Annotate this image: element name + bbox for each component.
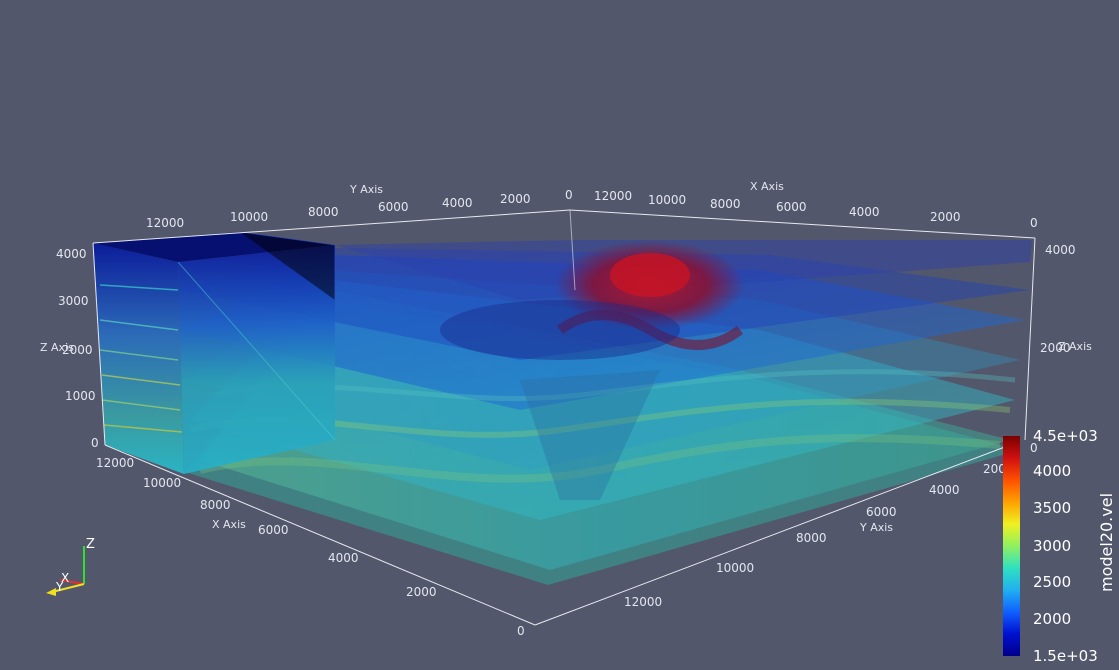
y-bottom-tick: 12000 [624, 595, 662, 609]
orientation-x-label: X [61, 571, 69, 585]
x-bottom-tick: 0 [517, 624, 525, 638]
color-legend[interactable]: 4.5e+03 4000 3500 3000 2500 2000 1.5e+03… [1003, 427, 1116, 665]
y-top-tick: 2000 [500, 192, 531, 206]
color-legend-max: 4.5e+03 [1033, 427, 1098, 445]
y-top-tick: 12000 [146, 216, 184, 230]
z-axis-left-title: Z Axis [40, 341, 74, 354]
x-axis-bottom: X Axis 12000 10000 8000 6000 4000 2000 0 [96, 456, 525, 638]
y-axis-bottom-title: Y Axis [859, 521, 893, 534]
color-legend-bar [1003, 436, 1020, 656]
x-top-tick: 0 [1030, 216, 1038, 230]
axes-frame [92, 209, 1036, 626]
z-left-tick: 0 [91, 436, 99, 450]
x-top-tick: 2000 [930, 210, 961, 224]
y-top-tick: 0 [565, 188, 573, 202]
y-top-tick: 4000 [442, 196, 473, 210]
color-legend-tick: 3500 [1033, 499, 1071, 517]
color-legend-tick: 4000 [1033, 462, 1071, 480]
x-axis-top-title: X Axis [750, 180, 784, 193]
x-bottom-tick: 4000 [328, 551, 359, 565]
x-top-tick: 12000 [594, 189, 632, 203]
y-bottom-tick: 8000 [796, 531, 827, 545]
x-bottom-tick: 2000 [406, 585, 437, 599]
x-top-tick: 10000 [648, 193, 686, 207]
x-axis-top: X Axis 12000 10000 8000 6000 4000 2000 0 [594, 180, 1038, 230]
z-axis-left: Z Axis 4000 3000 2000 1000 0 [40, 247, 99, 450]
color-legend-min: 1.5e+03 [1033, 647, 1098, 665]
x-bottom-tick: 10000 [143, 476, 181, 490]
z-left-tick: 1000 [65, 389, 96, 403]
color-legend-title: model20.vel [1097, 493, 1116, 592]
x-bottom-tick: 8000 [200, 498, 231, 512]
color-legend-tick: 2000 [1033, 610, 1071, 628]
x-top-tick: 6000 [776, 200, 807, 214]
z-axis-right-title: Z Axis [1058, 340, 1092, 353]
y-bottom-tick: 10000 [716, 561, 754, 575]
z-axis-right: 4000 2000 Z Axis 0 [1030, 243, 1092, 455]
x-axis-bottom-title: X Axis [212, 518, 246, 531]
x-top-tick: 8000 [710, 197, 741, 211]
z-right-tick: 4000 [1045, 243, 1076, 257]
velocity-model-volume[interactable] [93, 231, 1032, 585]
z-left-tick: 4000 [56, 247, 87, 261]
y-axis-top: Y Axis 12000 10000 8000 6000 4000 2000 0 [146, 183, 573, 230]
x-top-tick: 4000 [849, 205, 880, 219]
z-left-tick: 3000 [58, 294, 89, 308]
color-legend-tick: 2500 [1033, 573, 1071, 591]
orientation-y-label: Y [55, 580, 64, 594]
z-right-tick: 0 [1030, 441, 1038, 455]
x-bottom-tick: 6000 [258, 523, 289, 537]
color-legend-tick: 3000 [1033, 537, 1071, 555]
y-top-tick: 10000 [230, 210, 268, 224]
z-right-tick: 2000 [1040, 341, 1071, 355]
y-top-tick: 8000 [308, 205, 339, 219]
y-top-tick: 6000 [378, 200, 409, 214]
orientation-z-label: Z [86, 537, 95, 552]
y-bottom-tick: 6000 [866, 505, 897, 519]
x-bottom-tick: 12000 [96, 456, 134, 470]
y-bottom-tick: 4000 [929, 483, 960, 497]
orientation-axes-widget[interactable]: Z X Y [46, 537, 95, 596]
z-left-tick: 2000 [62, 343, 93, 357]
y-axis-top-title: Y Axis [349, 183, 383, 196]
